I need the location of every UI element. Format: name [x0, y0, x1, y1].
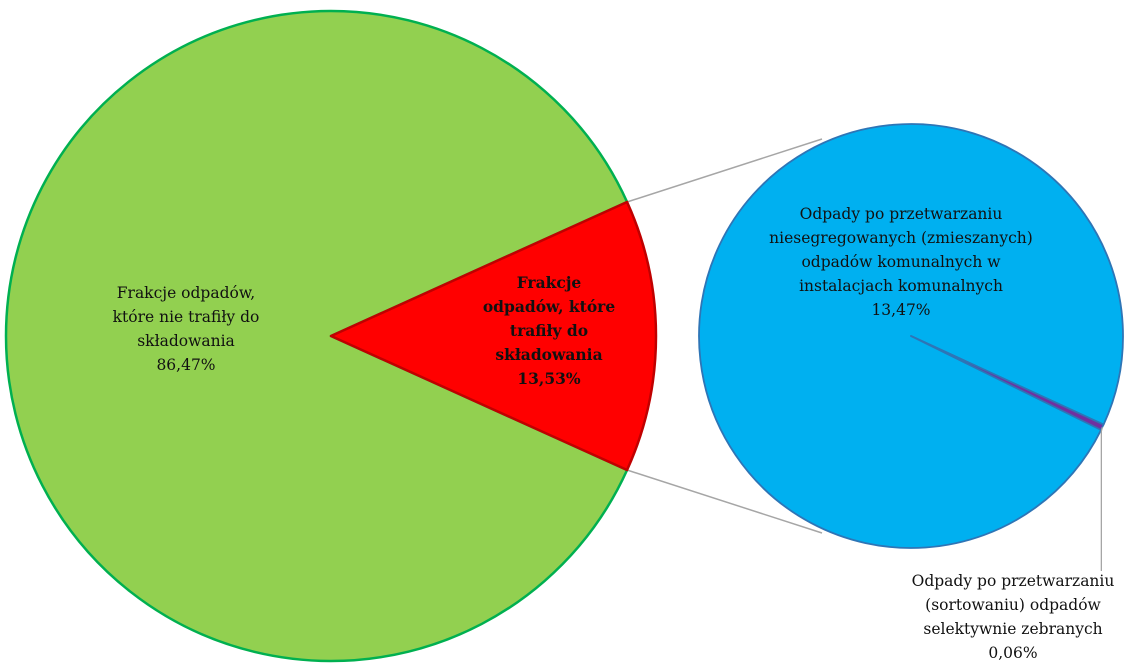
label-landfilled: Frakcje odpadów, które trafiły do składowan…	[483, 273, 616, 388]
label-landfilled-line: odpadów, które	[483, 297, 616, 316]
label-mixed-waste-line: Odpady po przetwarzaniu	[800, 205, 1003, 223]
label-not-landfilled: Frakcje odpadów, które nie trafiły do skła…	[113, 284, 260, 374]
label-not-landfilled-line: 86,47%	[156, 356, 215, 374]
label-landfilled-line: Frakcje	[517, 273, 582, 292]
label-sorted-waste-line: (sortowaniu) odpadów	[925, 596, 1101, 614]
label-mixed-waste-line: odpadów komunalnych w	[801, 253, 1001, 271]
label-not-landfilled-line: składowania	[137, 332, 235, 350]
label-landfilled-line: 13,53%	[517, 369, 581, 388]
label-mixed-waste: Odpady po przetwarzaniu niesegregowanych …	[769, 205, 1033, 319]
label-sorted-waste-line: selektywnie zebranych	[923, 620, 1102, 638]
label-landfilled-line: składowania	[495, 345, 602, 364]
slice-landfilled	[329, 200, 658, 472]
label-mixed-waste-line: niesegregowanych (zmieszanych)	[769, 229, 1033, 247]
connector-line-top	[626, 138, 823, 203]
secondary-pie	[698, 123, 1124, 549]
label-landfilled-line: trafiły do	[510, 321, 588, 340]
label-mixed-waste-line: instalacjach komunalnych	[799, 277, 1003, 295]
connector-line-bottom	[626, 469, 823, 534]
label-not-landfilled-line: które nie trafiły do	[113, 308, 260, 326]
leader-line-sorted-waste	[1100, 427, 1103, 571]
label-mixed-waste-line: 13,47%	[871, 301, 930, 319]
label-sorted-waste-line: 0,06%	[988, 644, 1037, 662]
slice-labels: Frakcje odpadów, które nie trafiły do skła…	[113, 205, 1115, 662]
label-sorted-waste: Odpady po przetwarzaniu (sortowaniu) odpa…	[912, 572, 1115, 662]
label-sorted-waste-line: Odpady po przetwarzaniu	[912, 572, 1115, 590]
slice-not-landfilled	[4, 9, 629, 663]
primary-pie	[4, 9, 658, 663]
connector-lines	[626, 138, 823, 534]
label-not-landfilled-line: Frakcje odpadów,	[117, 284, 255, 302]
